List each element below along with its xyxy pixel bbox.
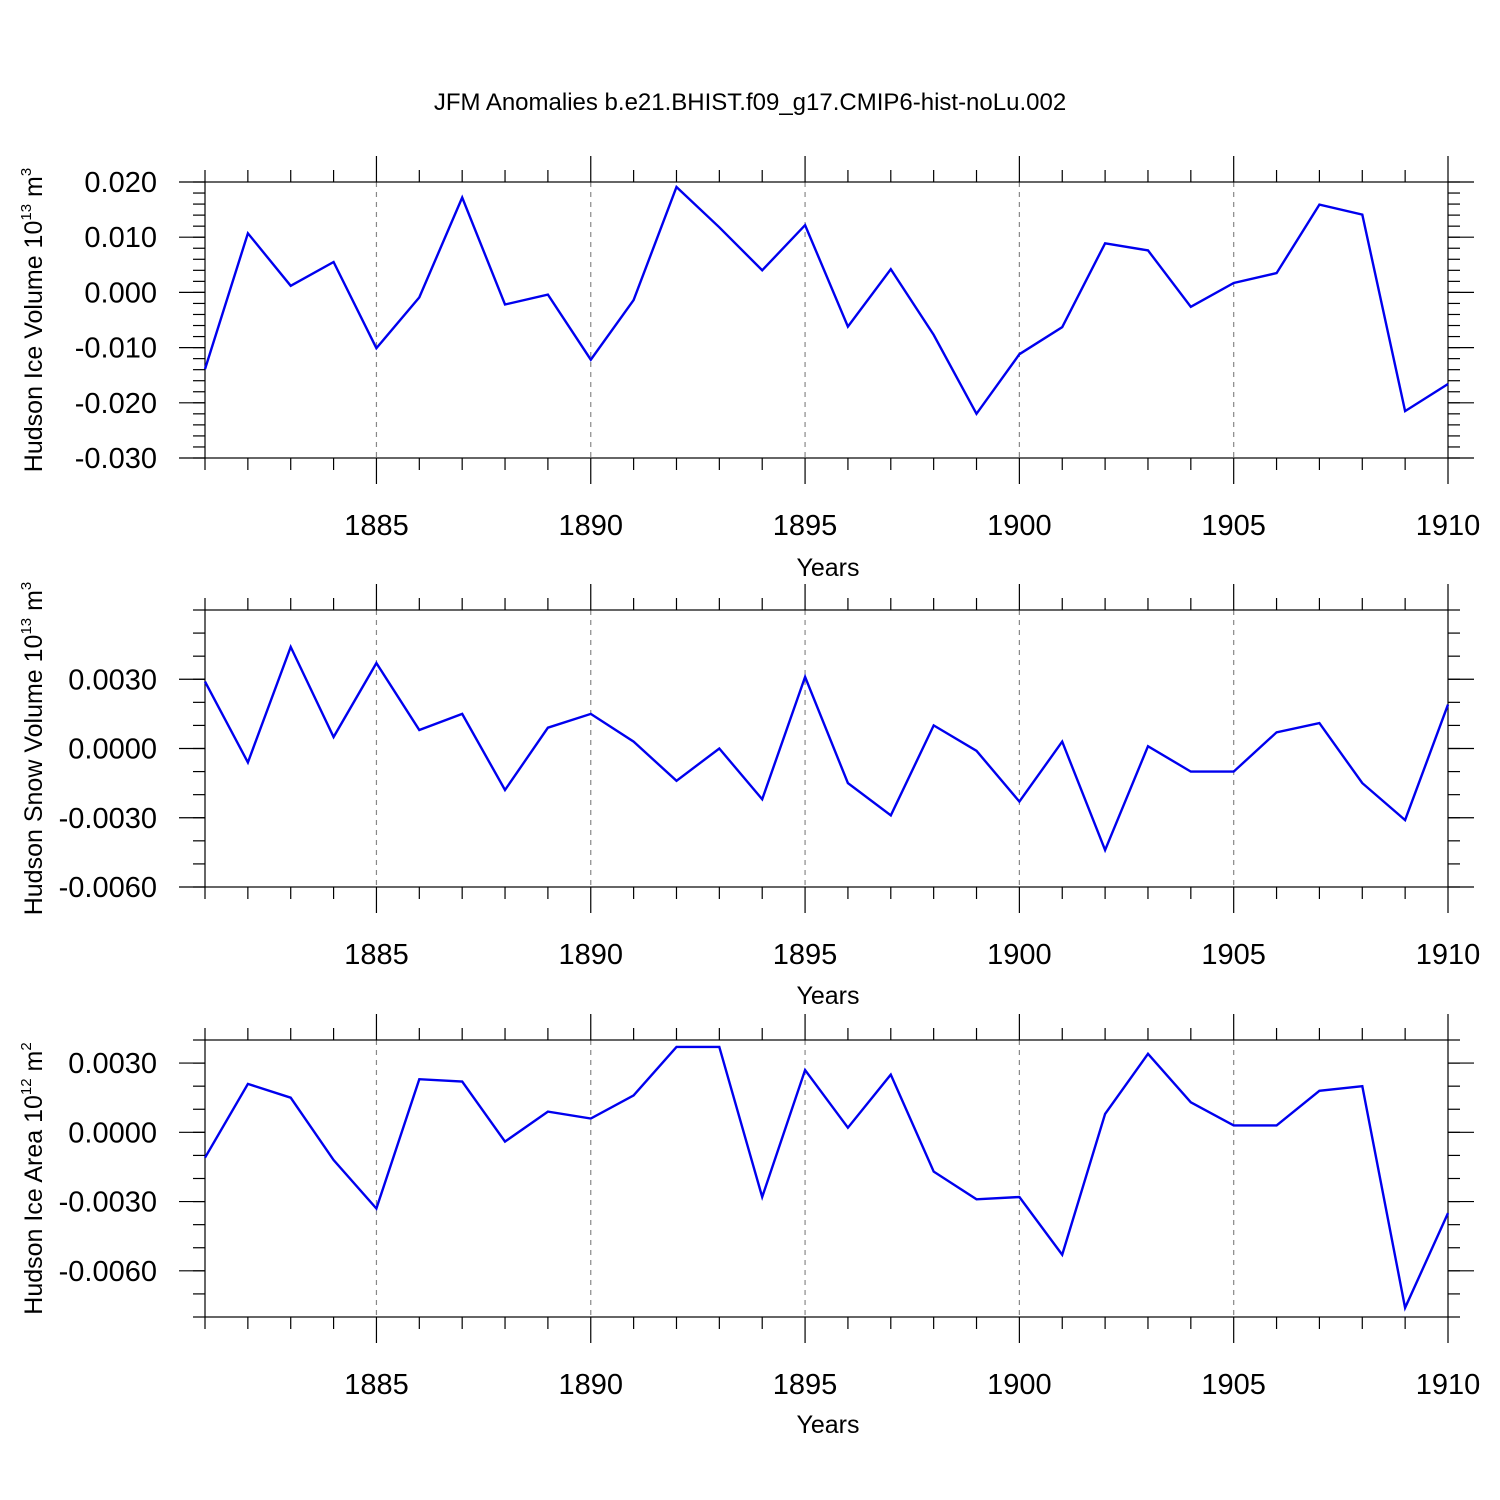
- panel-3: 0.0030 0.0000 -0.0030 -0.0060 1885 1890 1895 19…: [18, 1014, 1480, 1439]
- x-tick-label: 1885: [344, 510, 409, 542]
- x-tick-label: 1895: [773, 1369, 838, 1401]
- y-tick-label: -0.0030: [59, 1187, 157, 1219]
- x-tick-label: 1900: [987, 939, 1052, 971]
- x-tick-label: 1900: [987, 1369, 1052, 1401]
- y-tick-label: 0.0030: [68, 664, 157, 696]
- panel-2: 0.0030 0.0000 -0.0030 -0.0060 1885 1890 1895 19…: [18, 582, 1480, 1010]
- plot-frame: [204, 609, 1449, 888]
- y-tick-label: 0.010: [84, 222, 157, 254]
- series-line: [203, 1045, 1450, 1312]
- plot-frame: [204, 181, 1449, 459]
- x-tick-label: 1905: [1201, 1369, 1266, 1401]
- y-tick-label: 0.000: [84, 277, 157, 309]
- x-axis-label: Years: [796, 1411, 859, 1439]
- x-tick-label: 1905: [1201, 939, 1266, 971]
- y-tick-label: 0.020: [84, 167, 157, 199]
- y-tick-label: -0.0030: [59, 803, 157, 835]
- y-tick-label: -0.030: [75, 443, 157, 475]
- x-axis-label: Years: [796, 554, 859, 582]
- x-tick-label: 1885: [344, 939, 409, 971]
- x-tick-label: 1890: [559, 1369, 624, 1401]
- x-tick-label: 1900: [987, 510, 1052, 542]
- x-tick-label: 1905: [1201, 510, 1266, 542]
- y-tick-label: 0.0030: [68, 1048, 157, 1080]
- y-axis-label: Hudson Snow Volume 1013 m3: [18, 582, 48, 916]
- y-tick-label: 0.0000: [68, 1117, 157, 1149]
- x-tick-label: 1910: [1416, 510, 1481, 542]
- x-tick-label: 1895: [773, 939, 838, 971]
- y-tick-label: -0.010: [75, 333, 157, 365]
- x-tick-label: 1890: [559, 939, 624, 971]
- x-tick-label: 1910: [1416, 1369, 1481, 1401]
- panel-1: 0.020 0.010 0.000 -0.010 -0.020 -0.030 1885 189…: [18, 156, 1480, 582]
- y-axis-label: Hudson Ice Area 1012 m2: [18, 1042, 48, 1314]
- plot-frame: [204, 1039, 1449, 1318]
- y-axis-label: Hudson Ice Volume 1013 m3: [18, 168, 48, 472]
- x-tick-label: 1890: [559, 510, 624, 542]
- chart-title: JFM Anomalies b.e21.BHIST.f09_g17.CMIP6-…: [434, 89, 1066, 116]
- x-tick-label: 1895: [773, 510, 838, 542]
- y-tick-label: -0.0060: [59, 1256, 157, 1288]
- x-tick-label: 1910: [1416, 939, 1481, 971]
- y-tick-label: 0.0000: [68, 734, 157, 766]
- y-tick-label: -0.0060: [59, 872, 157, 904]
- series-line: [203, 184, 1449, 417]
- x-axis-label: Years: [796, 982, 859, 1010]
- x-tick-label: 1885: [344, 1369, 409, 1401]
- y-tick-label: -0.020: [75, 388, 157, 420]
- series-line: [203, 643, 1450, 854]
